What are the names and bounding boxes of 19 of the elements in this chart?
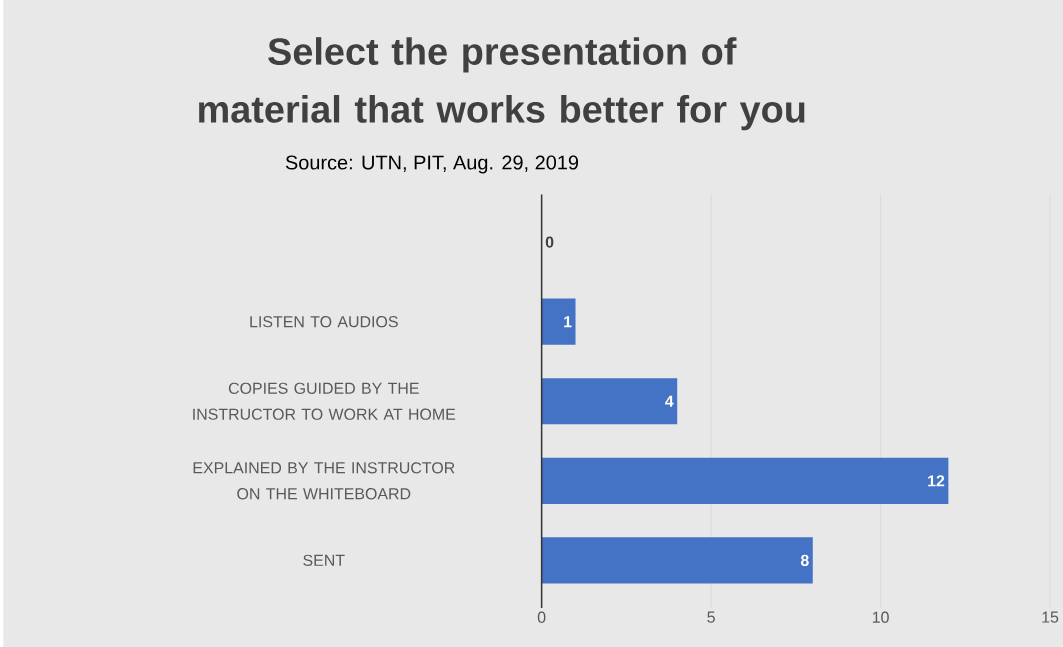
y-tick-label: COPIES GUIDED BY THE INSTRUCTOR TO WORK AT HOME bbox=[193, 382, 456, 420]
bar bbox=[541, 457, 949, 504]
data-label: 4 bbox=[665, 395, 674, 407]
bar bbox=[541, 298, 576, 345]
y-tick-label: LISTEN TO AUDIOS bbox=[250, 316, 398, 328]
chart-title: Select the presentation of material that works better for you bbox=[199, 37, 805, 131]
y-tick-label: EXPLAINED BY THE INSTRUCTOR ON THE WHITEBOARD bbox=[193, 462, 455, 500]
y-tick-label: SENT bbox=[303, 554, 345, 567]
source-note: Source: UTN, PIT, Aug. 29, 2019 bbox=[285, 155, 579, 174]
data-label: 8 bbox=[800, 554, 809, 567]
bar bbox=[541, 378, 678, 425]
data-label: 1 bbox=[564, 316, 572, 328]
x-tick-label: 10 bbox=[872, 611, 889, 623]
data-label: 12 bbox=[928, 475, 945, 487]
data-label: 0 bbox=[545, 236, 554, 248]
bar bbox=[541, 537, 813, 584]
x-tick-label: 15 bbox=[1042, 611, 1059, 623]
x-tick-label: 5 bbox=[707, 611, 715, 623]
x-tick-label: 0 bbox=[537, 611, 546, 623]
